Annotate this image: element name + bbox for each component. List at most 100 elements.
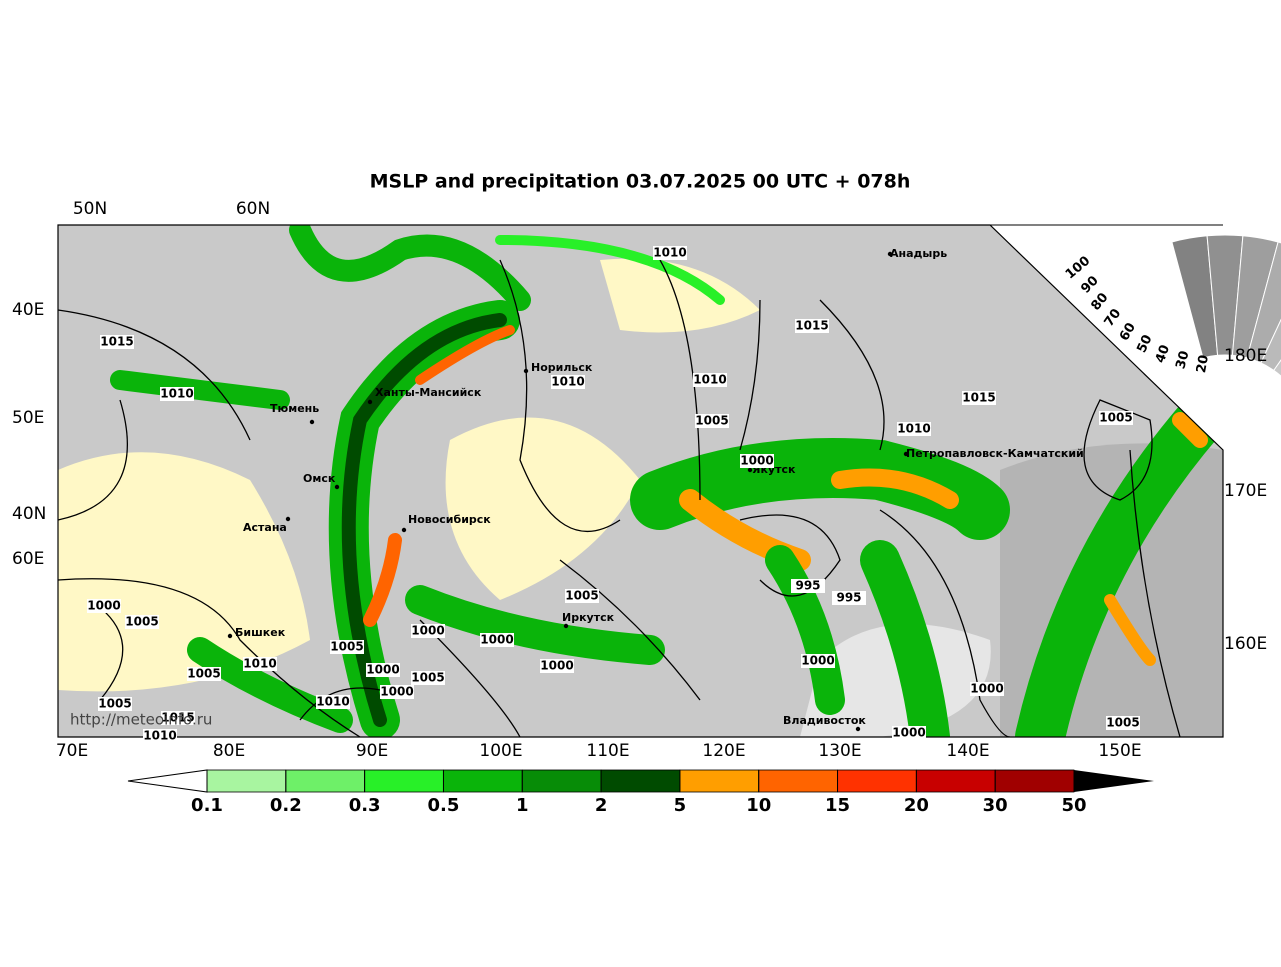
colorbar-segment [285,769,366,793]
isobar-label: 1000 [411,624,444,638]
isobar-label-bg [801,654,835,668]
isobar-label-bg [653,246,687,260]
isobar-label: 1005 [1099,411,1132,425]
isobar-label: 1015 [161,711,194,725]
isobar-label-bg [962,391,996,405]
lat-label: 40E [12,300,44,320]
lon-label: 150E [1098,741,1141,761]
isobar-label: 1010 [551,375,584,389]
lon-label: 110E [586,741,629,761]
city-dot [285,516,291,522]
isobar-label-bg [316,695,350,709]
isobar-label-bg [1106,716,1140,730]
colorbar-over [1074,770,1154,792]
city-dot [855,726,861,732]
colorbar-segment [364,769,444,793]
isobar-label: 1005 [187,667,220,681]
colorbar-segment [994,769,1075,793]
city-dot [523,368,529,374]
lon-label: 140E [946,741,989,761]
isobar-label-bg [897,422,931,436]
isobar-label: 1000 [801,654,834,668]
cloud-scale-label: 40 [1153,343,1173,365]
isobar-label-bg [791,579,825,593]
isobar-label-bg [970,682,1004,696]
isobar-label-bg [330,640,364,654]
isobar-label-bg [187,667,221,681]
isobar-label: 1000 [480,633,513,647]
isobar-label: 1000 [970,682,1003,696]
city-label: Омск [303,472,336,485]
city-dot [334,484,340,490]
isobar-label: 1005 [411,671,444,685]
colorbar-segment [206,769,287,793]
city-dot [887,251,893,257]
colorbar-tick-label: 5 [674,795,687,816]
isobar-label: 1005 [98,697,131,711]
isobar-label: 1010 [143,729,176,743]
isobar-label-bg [1099,411,1133,425]
isobar-label: 1010 [316,695,349,709]
isobar-label-bg [125,615,159,629]
colorbar-segment [600,769,681,793]
cloud-scale-label: 70 [1102,306,1125,329]
lat-label: 50E [12,408,44,428]
colorbar-tick-label: 15 [825,795,850,816]
colorbar-tick-label: 0.5 [428,795,460,816]
isobar-label: 1000 [366,663,399,677]
isobar-label-bg [87,599,121,613]
colorbar-under [127,769,208,793]
watermark: http://meteoinfo.ru [70,711,212,729]
colorbar-tick-label: 1 [516,795,529,816]
isobar-label-bg [380,685,414,699]
city-label: Владивосток [783,714,866,727]
isobar-label: 1010 [693,373,726,387]
isobar-label: 1000 [892,726,925,740]
isobar-label-bg [243,657,277,671]
isobar-label-bg [366,663,400,677]
cloud-scale-label: 20 [1194,354,1212,374]
isobar-label-bg [98,697,132,711]
lon-label: 70E [56,741,88,761]
colorbar-segment [837,769,917,793]
city-label: Иркутск [562,611,615,624]
city-dot [563,623,569,629]
colorbar-tick-label: 50 [1061,795,1086,816]
isobar-label: 1010 [897,422,930,436]
city-label: Ханты-Мансийск [375,386,482,399]
isobar-label: 995 [836,591,861,605]
colorbar-tick-label: 0.3 [349,795,381,816]
lat-label: 60N [236,199,270,219]
isobar-label-bg [143,729,177,743]
isobar-label: 1000 [87,599,120,613]
colorbar-tick-label: 2 [595,795,608,816]
city-label: Норильск [531,361,593,374]
city-label: Астана [243,521,287,534]
isobar-label: 1000 [380,685,413,699]
colorbar: 0.1 0.2 0.3 0.5 1 2 5 10 15 20 30 50 [127,769,1154,816]
isobar-label-bg [161,711,195,725]
isobar-label-bg [565,589,599,603]
map-area [58,225,1223,737]
isobar-label: 1015 [100,335,133,349]
city-label: Новосибирск [408,513,491,526]
lat-label: 50N [73,199,107,219]
isobar-label: 995 [795,579,820,593]
colorbar-segment [443,769,523,793]
isobar-label-bg [795,319,829,333]
isobar-label-bg [480,633,514,647]
isobar-label: 1005 [695,414,728,428]
city-dot [747,467,753,473]
city-dot [227,633,233,639]
city-dot [367,399,373,405]
isobar-label: 1000 [540,659,573,673]
lon-label: 90E [356,741,388,761]
city-dot [903,451,909,457]
lon-label: 120E [702,741,745,761]
lon-label: 80E [213,741,245,761]
isobar-label-bg [693,373,727,387]
isobar-label: 1005 [1106,716,1139,730]
colorbar-tick-label: 0.2 [270,795,302,816]
cloud-scale-label: 30 [1173,349,1192,370]
